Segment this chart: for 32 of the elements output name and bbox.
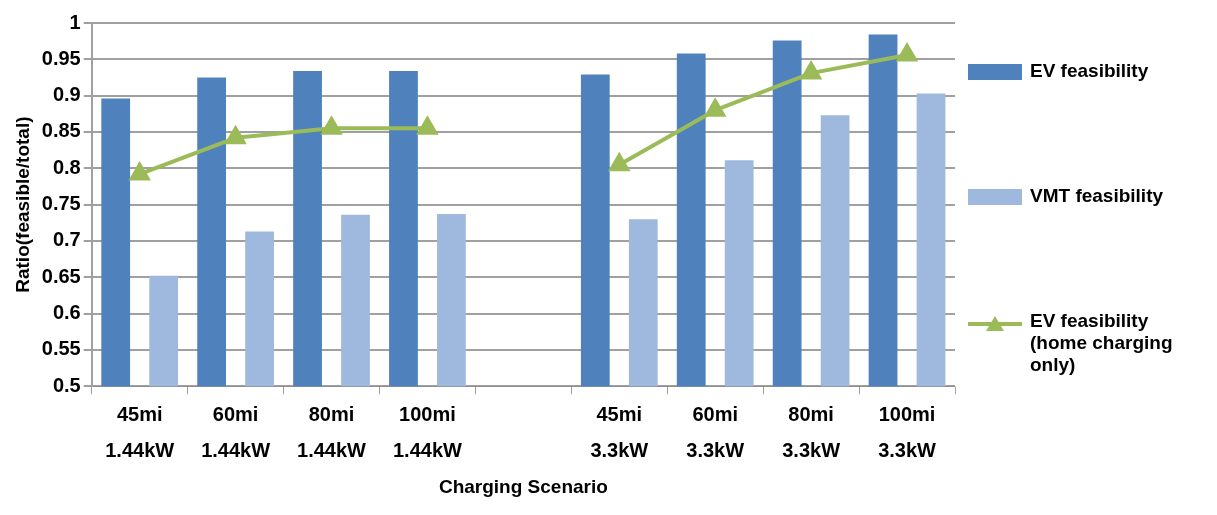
legend-label: VMT feasibility: [1030, 184, 1164, 207]
point: [224, 124, 247, 145]
point: [608, 151, 631, 172]
x-tick-label: 80mi 1.44kW: [297, 402, 367, 461]
point: [705, 99, 725, 117]
point: [321, 117, 342, 135]
x-axis-title: Charging Scenario: [438, 475, 608, 497]
point: [801, 62, 821, 80]
y-tick-label: 1: [69, 10, 81, 33]
x-tick-label: 100mi 1.44kW: [392, 402, 463, 461]
point: [417, 117, 438, 135]
x-tick-label: 80mi 3.3kW: [782, 402, 841, 461]
y-tick-label: 0.6: [52, 301, 81, 324]
y-tick-label: 0.8: [52, 155, 81, 178]
x-tick-label: 100mi 3.3kW: [878, 402, 937, 461]
y-tick-label: 0.7: [52, 228, 81, 251]
x-tick-label: 45mi 3.3kW: [590, 402, 649, 461]
y-axis-title: Ratio(feasible/total): [11, 116, 33, 293]
y-tick-label: 0.75: [41, 192, 81, 215]
y-tick-label: 0.9: [52, 83, 81, 106]
x-tick-label: 60mi 3.3kW: [686, 402, 745, 461]
legend-label: EV feasibility (home charging only): [1030, 310, 1174, 377]
y-tick-label: 0.85: [41, 119, 81, 142]
x-tick-label: 45mi 1.44kW: [105, 402, 175, 461]
x-tick-label: 60mi 1.44kW: [201, 402, 271, 461]
y-tick-label: 0.95: [41, 46, 81, 69]
legend-label: EV feasibility: [1030, 59, 1149, 82]
y-tick-label: 0.5: [52, 373, 81, 396]
point: [129, 163, 150, 181]
y-tick-label: 0.55: [41, 337, 81, 360]
point: [897, 43, 917, 62]
y-tick-label: 0.65: [41, 264, 81, 287]
